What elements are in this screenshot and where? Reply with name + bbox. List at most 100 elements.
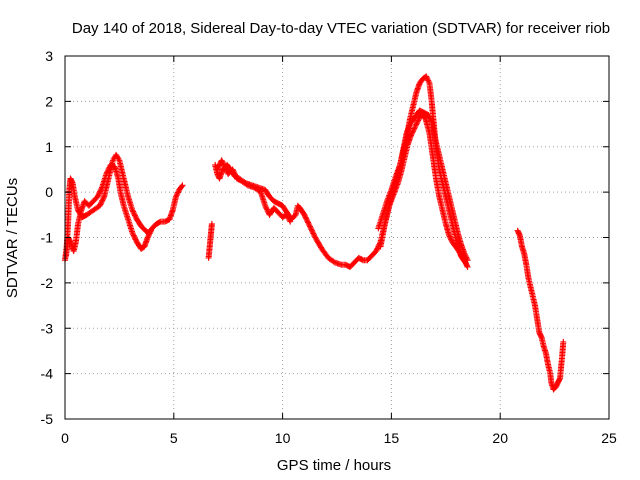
data-point bbox=[105, 165, 112, 172]
data-point bbox=[301, 211, 308, 218]
data-point bbox=[132, 236, 139, 243]
data-point bbox=[231, 170, 238, 177]
data-point bbox=[415, 117, 422, 124]
data-point bbox=[215, 163, 222, 170]
data-point bbox=[98, 200, 105, 207]
data-trace bbox=[377, 111, 469, 266]
data-point bbox=[96, 202, 103, 209]
data-point bbox=[464, 263, 471, 270]
data-point bbox=[413, 120, 420, 127]
data-point bbox=[560, 338, 567, 345]
data-point bbox=[232, 171, 239, 178]
data-trace bbox=[205, 220, 215, 261]
data-point bbox=[411, 125, 418, 132]
data-point bbox=[229, 166, 236, 173]
y-tick-label: -2 bbox=[41, 275, 54, 291]
data-point bbox=[100, 194, 107, 201]
data-point bbox=[230, 167, 237, 174]
data-point bbox=[131, 212, 138, 219]
data-point bbox=[455, 248, 462, 255]
data-point bbox=[306, 222, 313, 229]
data-point bbox=[220, 161, 227, 168]
chart-title: Day 140 of 2018, Sidereal Day-to-day VTE… bbox=[72, 20, 610, 37]
y-tick-label: 0 bbox=[45, 184, 53, 200]
data-point bbox=[303, 216, 310, 223]
data-point bbox=[311, 233, 318, 240]
data-point bbox=[456, 249, 463, 256]
data-point bbox=[301, 213, 308, 220]
data-point bbox=[95, 192, 102, 199]
data-point bbox=[130, 231, 137, 238]
data-point bbox=[309, 229, 316, 236]
data-point bbox=[413, 121, 420, 128]
data-point bbox=[99, 196, 106, 203]
data-point bbox=[262, 202, 269, 209]
data-point bbox=[425, 78, 432, 85]
data-point bbox=[97, 188, 104, 195]
data-point bbox=[147, 229, 154, 236]
data-trace bbox=[514, 227, 567, 393]
data-point bbox=[130, 209, 137, 216]
y-tick-label: -5 bbox=[41, 411, 54, 427]
data-point bbox=[99, 197, 106, 204]
y-tick-label: 2 bbox=[45, 93, 53, 109]
data-point bbox=[408, 131, 415, 138]
data-point bbox=[303, 215, 310, 222]
data-point bbox=[178, 183, 185, 190]
data-point bbox=[96, 189, 103, 196]
data-point bbox=[307, 223, 314, 230]
data-point bbox=[373, 248, 380, 255]
data-point bbox=[410, 126, 417, 133]
data-point bbox=[131, 211, 138, 218]
data-point bbox=[223, 166, 230, 173]
data-point bbox=[305, 220, 312, 227]
y-tick-label: -1 bbox=[41, 230, 54, 246]
y-axis-label: SDTVAR / TECUs bbox=[4, 178, 21, 298]
x-tick-label: 15 bbox=[384, 430, 400, 446]
data-point bbox=[103, 169, 110, 176]
data-point bbox=[208, 220, 215, 227]
data-point bbox=[172, 193, 179, 200]
data-point bbox=[219, 158, 226, 165]
data-point bbox=[214, 166, 221, 173]
data-point bbox=[216, 162, 223, 169]
data-point bbox=[423, 74, 430, 81]
data-point bbox=[130, 208, 137, 215]
data-point bbox=[144, 234, 151, 241]
x-axis-label: GPS time / hours bbox=[277, 457, 391, 474]
data-point bbox=[132, 213, 139, 220]
data-point bbox=[307, 224, 314, 231]
data-point bbox=[174, 190, 181, 197]
data-point bbox=[262, 204, 269, 211]
data-point bbox=[310, 230, 317, 237]
y-tick-label: -4 bbox=[41, 366, 54, 382]
data-point bbox=[98, 185, 105, 192]
data-point bbox=[411, 124, 418, 131]
y-tick-label: -3 bbox=[41, 320, 54, 336]
data-point bbox=[426, 113, 433, 120]
x-tick-label: 0 bbox=[61, 430, 69, 446]
data-point bbox=[310, 231, 317, 238]
y-tick-label: 3 bbox=[45, 48, 53, 64]
data-point bbox=[230, 169, 237, 176]
data-point bbox=[104, 168, 111, 175]
data-point bbox=[457, 250, 464, 257]
data-point bbox=[94, 193, 101, 200]
data-trace bbox=[214, 157, 294, 225]
grid bbox=[65, 56, 609, 419]
data-point bbox=[461, 258, 468, 265]
data-point bbox=[446, 233, 453, 240]
data-point bbox=[428, 117, 435, 124]
data-point bbox=[409, 129, 416, 136]
data-point bbox=[103, 170, 110, 177]
data-point bbox=[221, 164, 228, 171]
data-point bbox=[308, 226, 315, 233]
data-point bbox=[308, 227, 315, 234]
data-point bbox=[304, 218, 311, 225]
data-point bbox=[425, 77, 432, 84]
data-point bbox=[221, 162, 228, 169]
data-point bbox=[287, 218, 294, 225]
y-tick-label: 1 bbox=[45, 139, 53, 155]
